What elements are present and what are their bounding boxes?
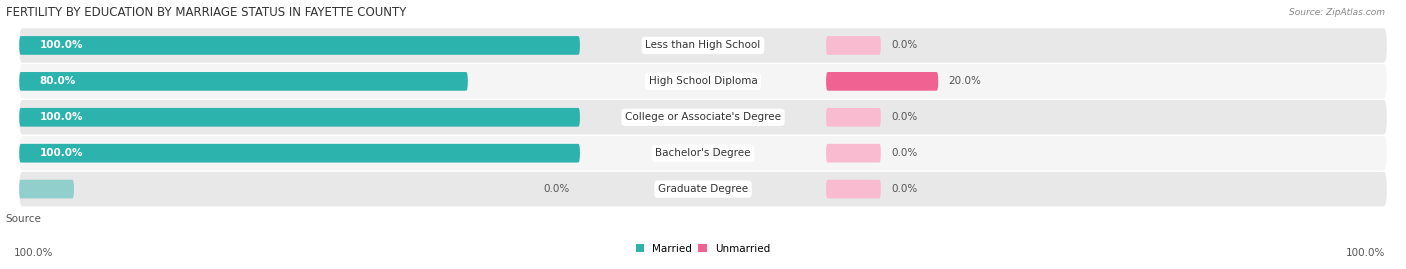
Text: Source: ZipAtlas.com: Source: ZipAtlas.com <box>1289 8 1385 17</box>
FancyBboxPatch shape <box>20 108 579 127</box>
FancyBboxPatch shape <box>20 36 579 55</box>
FancyBboxPatch shape <box>20 100 1386 134</box>
Text: 0.0%: 0.0% <box>891 40 917 51</box>
FancyBboxPatch shape <box>827 36 880 55</box>
Text: Source: Source <box>6 214 41 224</box>
Text: 100.0%: 100.0% <box>14 248 53 258</box>
Text: 20.0%: 20.0% <box>949 76 981 86</box>
FancyBboxPatch shape <box>827 144 880 162</box>
Legend: Married, Unmarried: Married, Unmarried <box>631 239 775 258</box>
FancyBboxPatch shape <box>827 72 938 91</box>
FancyBboxPatch shape <box>20 136 1386 171</box>
Text: Bachelor's Degree: Bachelor's Degree <box>655 148 751 158</box>
Text: 100.0%: 100.0% <box>39 112 83 122</box>
FancyBboxPatch shape <box>20 72 468 91</box>
Text: Graduate Degree: Graduate Degree <box>658 184 748 194</box>
FancyBboxPatch shape <box>827 108 880 127</box>
Text: 0.0%: 0.0% <box>891 112 917 122</box>
FancyBboxPatch shape <box>20 64 1386 99</box>
Text: High School Diploma: High School Diploma <box>648 76 758 86</box>
Text: 80.0%: 80.0% <box>39 76 76 86</box>
Text: 100.0%: 100.0% <box>39 40 83 51</box>
FancyBboxPatch shape <box>20 28 1386 63</box>
FancyBboxPatch shape <box>20 172 1386 206</box>
Text: College or Associate's Degree: College or Associate's Degree <box>626 112 780 122</box>
FancyBboxPatch shape <box>20 144 579 162</box>
Text: 100.0%: 100.0% <box>1346 248 1385 258</box>
Text: FERTILITY BY EDUCATION BY MARRIAGE STATUS IN FAYETTE COUNTY: FERTILITY BY EDUCATION BY MARRIAGE STATU… <box>6 6 406 19</box>
Text: 0.0%: 0.0% <box>543 184 569 194</box>
Text: 0.0%: 0.0% <box>891 184 917 194</box>
FancyBboxPatch shape <box>827 180 880 199</box>
Text: Less than High School: Less than High School <box>645 40 761 51</box>
Text: 100.0%: 100.0% <box>39 148 83 158</box>
Text: 0.0%: 0.0% <box>891 148 917 158</box>
FancyBboxPatch shape <box>20 180 75 199</box>
